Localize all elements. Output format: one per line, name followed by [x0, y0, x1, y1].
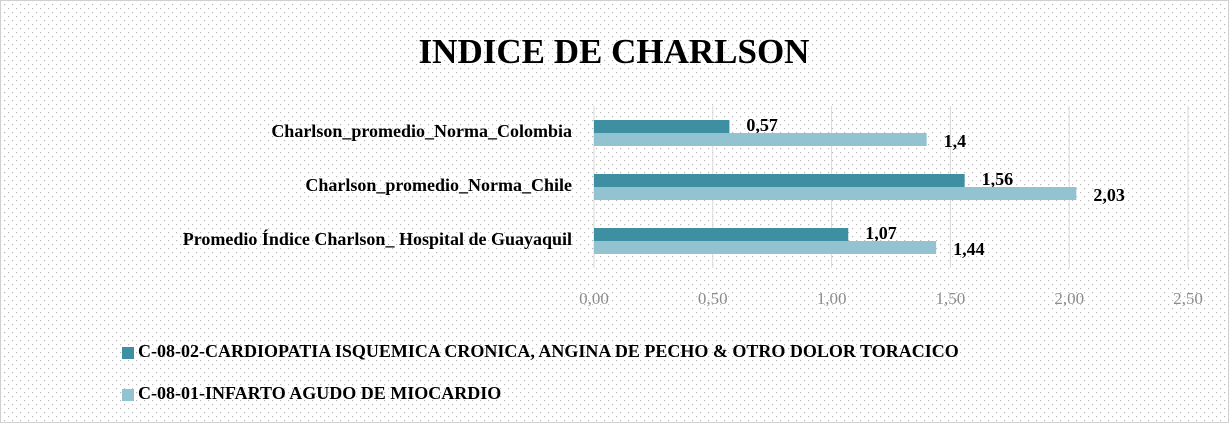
x-tick-label: 2,00 — [1054, 289, 1084, 308]
bar — [594, 133, 927, 146]
legend-swatch — [122, 347, 134, 359]
category-label: Charlson_promedio_Norma_Colombia — [271, 121, 572, 141]
x-tick-label: 1,50 — [936, 289, 966, 308]
data-label: 0,57 — [746, 115, 778, 135]
data-label: 2,03 — [1093, 185, 1125, 205]
x-tick-label: 0,00 — [579, 289, 609, 308]
legend-label: C-08-01-INFARTO AGUDO DE MIOCARDIO — [138, 383, 501, 403]
legend-swatch — [122, 389, 134, 401]
x-tick-label: 1,00 — [817, 289, 847, 308]
chart-title: INDICE DE CHARLSON — [419, 32, 810, 71]
bar — [594, 174, 965, 187]
category-label: Promedio Índice Charlson_ Hospital de Gu… — [183, 228, 572, 249]
bar — [594, 120, 730, 133]
category-label: Charlson_promedio_Norma_Chile — [305, 175, 572, 195]
legend-label: C-08-02-CARDIOPATIA ISQUEMICA CRONICA, A… — [138, 341, 959, 361]
bar — [594, 187, 1077, 200]
x-tick-label: 0,50 — [698, 289, 728, 308]
x-tick-label: 2,50 — [1173, 289, 1203, 308]
bar — [594, 241, 937, 254]
data-label: 1,4 — [944, 131, 967, 151]
data-label: 1,56 — [982, 169, 1014, 189]
data-label: 1,07 — [865, 223, 897, 243]
data-label: 1,44 — [953, 239, 985, 259]
bar — [594, 228, 849, 241]
